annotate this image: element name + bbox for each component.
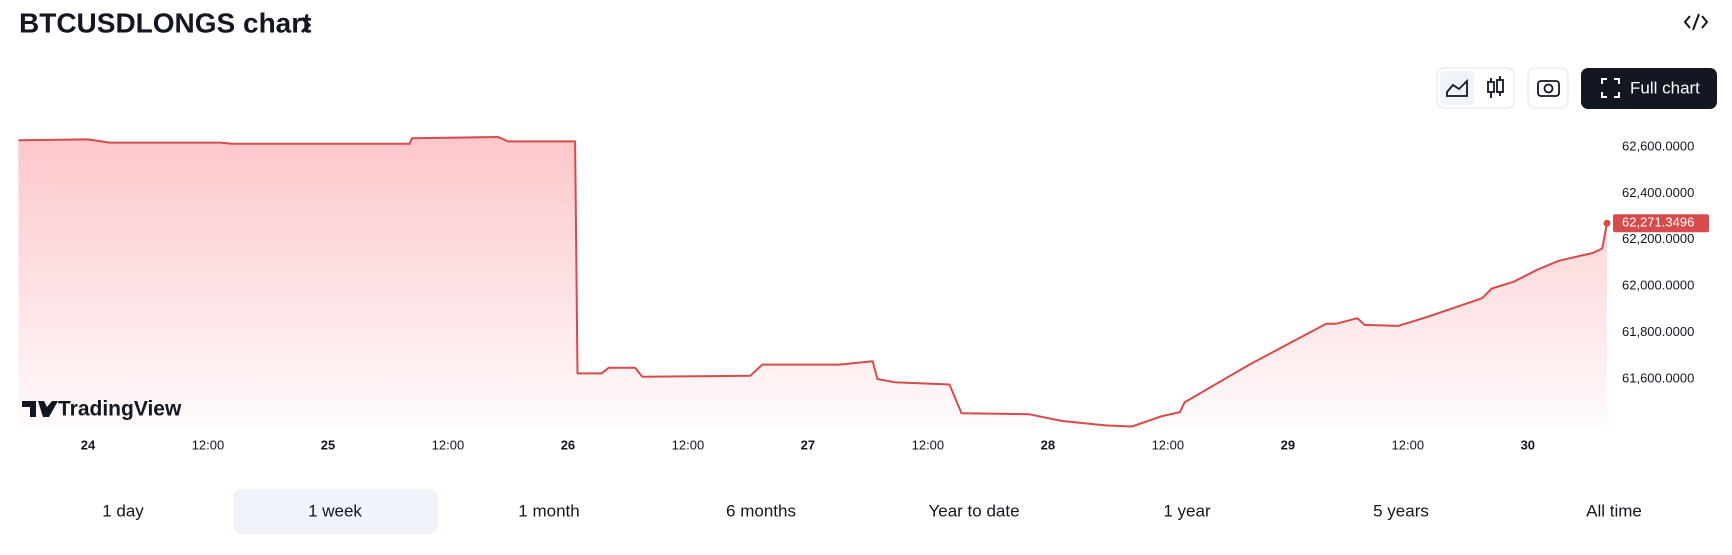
y-tick-label: 62,400.0000: [1622, 185, 1694, 200]
range-label: 5 years: [1373, 501, 1429, 520]
x-tick-label: 28: [1041, 437, 1055, 452]
range-bar: 1 day 1 week 1 month 6 months Year to date 1 …: [102, 489, 1642, 534]
tv-logo: [22, 401, 58, 417]
range-button[interactable]: 5 years: [1373, 501, 1429, 520]
area-style-button[interactable]: [1440, 71, 1474, 105]
y-tick-label: 62,200.0000: [1622, 231, 1694, 246]
range-label: All time: [1586, 501, 1642, 520]
button-bg: [1527, 67, 1569, 109]
range-button[interactable]: All time: [1586, 501, 1642, 520]
embed-button[interactable]: [1683, 13, 1709, 31]
title-link[interactable]: BTCUSDLONGS chart: [19, 7, 311, 38]
range-button[interactable]: 1 month: [518, 501, 579, 520]
x-tick-label: 27: [801, 437, 815, 452]
x-tick-label: 24: [81, 437, 96, 452]
x-tick-label: 12:00: [1392, 437, 1425, 452]
title: BTCUSDLONGS chart: [19, 7, 311, 38]
range-button[interactable]: 6 months: [726, 501, 796, 520]
watermark-text: TradingView: [58, 398, 182, 421]
range-label: Year to date: [928, 501, 1019, 520]
candle-body: [1487, 81, 1495, 93]
range-label: 1 year: [1163, 501, 1211, 520]
plot: 61,600.0000 61,800.0000 62,000.0000 62,200.…: [18, 136, 1709, 452]
camera-icon: [1537, 80, 1560, 97]
x-tick-label: 12:00: [912, 437, 945, 452]
last-point: [1603, 219, 1611, 227]
candle-body: [1496, 79, 1504, 93]
price-label: 62,271.3496: [1622, 215, 1694, 230]
camera-lens: [1543, 83, 1554, 94]
range-selected-bg: [233, 489, 438, 534]
expand-icon: [1601, 78, 1620, 98]
range-label: 1 week: [308, 501, 362, 520]
snapshot-button[interactable]: [1527, 67, 1569, 109]
x-tick-label: 12:00: [1152, 437, 1185, 452]
range-label: 1 month: [518, 501, 579, 520]
range-label: 1 day: [102, 501, 144, 520]
x-tick-label: 29: [1281, 437, 1295, 452]
line: [18, 136, 1608, 428]
x-tick-label: 12:00: [672, 437, 705, 452]
candle-style-button[interactable]: [1487, 76, 1504, 98]
full-chart-button[interactable]: Full chart: [1581, 68, 1717, 109]
x-tick-label: 12:00: [432, 437, 465, 452]
range-button[interactable]: 1 year: [1163, 501, 1211, 520]
chevron: [300, 16, 312, 34]
price-label-bg: [1613, 214, 1709, 233]
range-button[interactable]: 1 day: [102, 501, 144, 520]
y-tick-label: 62,600.0000: [1622, 138, 1694, 153]
y-tick-label: 62,000.0000: [1622, 278, 1694, 293]
range-button[interactable]: 1 week: [233, 489, 438, 534]
range-label: 6 months: [726, 501, 796, 520]
area: [18, 137, 1607, 430]
x-tick-label: 26: [561, 437, 575, 452]
area-icon: [1446, 78, 1468, 97]
x-tick-label: 30: [1521, 437, 1535, 452]
range-button[interactable]: Year to date: [928, 501, 1019, 520]
x-tick-label: 25: [321, 437, 335, 452]
y-tick-label: 61,600.0000: [1622, 370, 1694, 385]
watermark[interactable]: TradingView: [22, 398, 182, 421]
button-label: Full chart: [1630, 78, 1700, 97]
x-tick-label: 12:00: [192, 437, 225, 452]
y-tick-label: 61,800.0000: [1622, 324, 1694, 339]
code-icon: [1683, 13, 1709, 31]
